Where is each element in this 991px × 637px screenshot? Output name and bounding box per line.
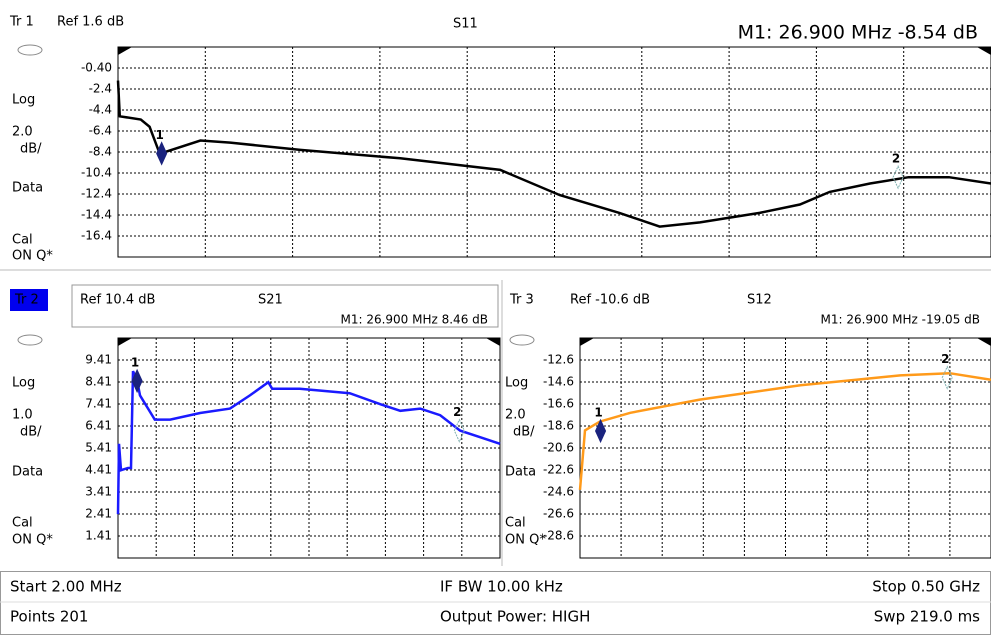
y-tick-label: -4.4: [89, 103, 112, 117]
marker-label: 1: [155, 128, 163, 142]
trace-id: Tr 1: [9, 15, 34, 30]
cal-status: ON Q*: [12, 533, 53, 548]
y-tick-label: -14.6: [543, 375, 574, 389]
parameter: S11: [453, 17, 478, 32]
y-tick-label: -6.4: [89, 124, 112, 138]
marker-label: 1: [594, 405, 602, 419]
format: Log: [505, 376, 528, 391]
scale-unit: dB/: [20, 425, 42, 440]
ref-triangle: [118, 338, 132, 346]
trace-icon: [17, 44, 43, 56]
format: Log: [12, 93, 35, 108]
marker-readout: M1: 26.900 MHz -19.05 dB: [821, 313, 981, 327]
y-tick-label: 1.41: [85, 529, 112, 543]
cal-status: ON Q*: [505, 533, 546, 548]
marker: [131, 368, 143, 394]
marker: [892, 164, 904, 190]
y-tick-label: -16.4: [81, 229, 112, 243]
y-tick-label: -0.40: [81, 61, 112, 75]
trace-id: Tr 3: [509, 293, 534, 308]
trace-line: [116, 80, 991, 228]
scale-unit: dB/: [513, 425, 535, 440]
cal: Cal: [505, 516, 526, 531]
format: Log: [12, 376, 35, 391]
cal: Cal: [12, 516, 33, 531]
y-tick-label: -28.6: [543, 529, 574, 543]
trace-id: Tr 2: [14, 293, 39, 308]
trace-icon: [17, 334, 43, 346]
trace-line: [116, 370, 501, 515]
y-tick-label: -8.4: [89, 145, 112, 159]
start-freq: Start 2.00 MHz: [10, 578, 122, 596]
ref-triangle: [118, 47, 132, 55]
y-tick-label: 7.41: [85, 397, 112, 411]
reference: Ref -10.6 dB: [570, 293, 650, 308]
y-tick-label: 8.41: [85, 375, 112, 389]
ref-triangle: [580, 338, 594, 346]
status-bar: [0, 571, 991, 635]
cal: Cal: [12, 233, 33, 248]
y-tick-label: 3.41: [85, 485, 112, 499]
marker-readout: M1: 26.900 MHz -8.54 dB: [738, 22, 978, 44]
active-trace-box: [10, 289, 48, 311]
scale: 2.0: [12, 125, 33, 140]
data-label: Data: [505, 465, 536, 480]
y-tick-label: -14.4: [81, 208, 112, 222]
reference: Ref 1.6 dB: [57, 15, 124, 30]
scale: 2.0: [505, 408, 526, 423]
y-tick-label: -26.6: [543, 507, 574, 521]
parameter: S12: [747, 293, 772, 308]
y-tick-label: -10.4: [81, 166, 112, 180]
marker: [453, 418, 465, 443]
marker: [595, 418, 607, 444]
marker: [941, 365, 953, 390]
if-bandwidth: IF BW 10.00 kHz: [440, 578, 563, 596]
ref-triangle: [486, 338, 500, 346]
points: Points 201: [10, 608, 88, 626]
sweep-time: Swp 219.0 ms: [874, 608, 980, 626]
y-tick-label: -16.6: [543, 397, 574, 411]
ref-triangle: [977, 47, 991, 55]
y-tick-label: -24.6: [543, 485, 574, 499]
marker-label: 2: [453, 405, 461, 419]
marker: [156, 141, 168, 166]
y-tick-label: 9.41: [85, 353, 112, 367]
stop-freq: Stop 0.50 GHz: [872, 578, 980, 596]
y-tick-label: -20.6: [543, 441, 574, 455]
y-tick-label: -12.4: [81, 187, 112, 201]
y-tick-label: -18.6: [543, 419, 574, 433]
scale-unit: dB/: [20, 142, 42, 157]
y-tick-label: 4.41: [85, 463, 112, 477]
data-label: Data: [12, 181, 43, 196]
trace-icon: [509, 334, 535, 346]
y-tick-label: 5.41: [85, 441, 112, 455]
trace-line: [578, 371, 991, 490]
parameter: S21: [258, 293, 283, 308]
y-tick-label: -22.6: [543, 463, 574, 477]
tr2-header-box: [71, 284, 499, 328]
marker-label: 1: [131, 355, 139, 369]
y-tick-label: -12.6: [543, 353, 574, 367]
marker-label: 2: [941, 352, 949, 366]
y-tick-label: 6.41: [85, 419, 112, 433]
cal-status: ON Q*: [12, 249, 53, 264]
reference: Ref 10.4 dB: [80, 293, 155, 308]
y-tick-label: -2.4: [89, 82, 112, 96]
marker-label: 2: [892, 152, 900, 166]
data-label: Data: [12, 465, 43, 480]
output-power: Output Power: HIGH: [440, 608, 590, 626]
scale: 1.0: [12, 408, 33, 423]
ref-triangle: [977, 338, 991, 346]
y-tick-label: 2.41: [85, 507, 112, 521]
marker-readout: M1: 26.900 MHz 8.46 dB: [340, 313, 488, 327]
